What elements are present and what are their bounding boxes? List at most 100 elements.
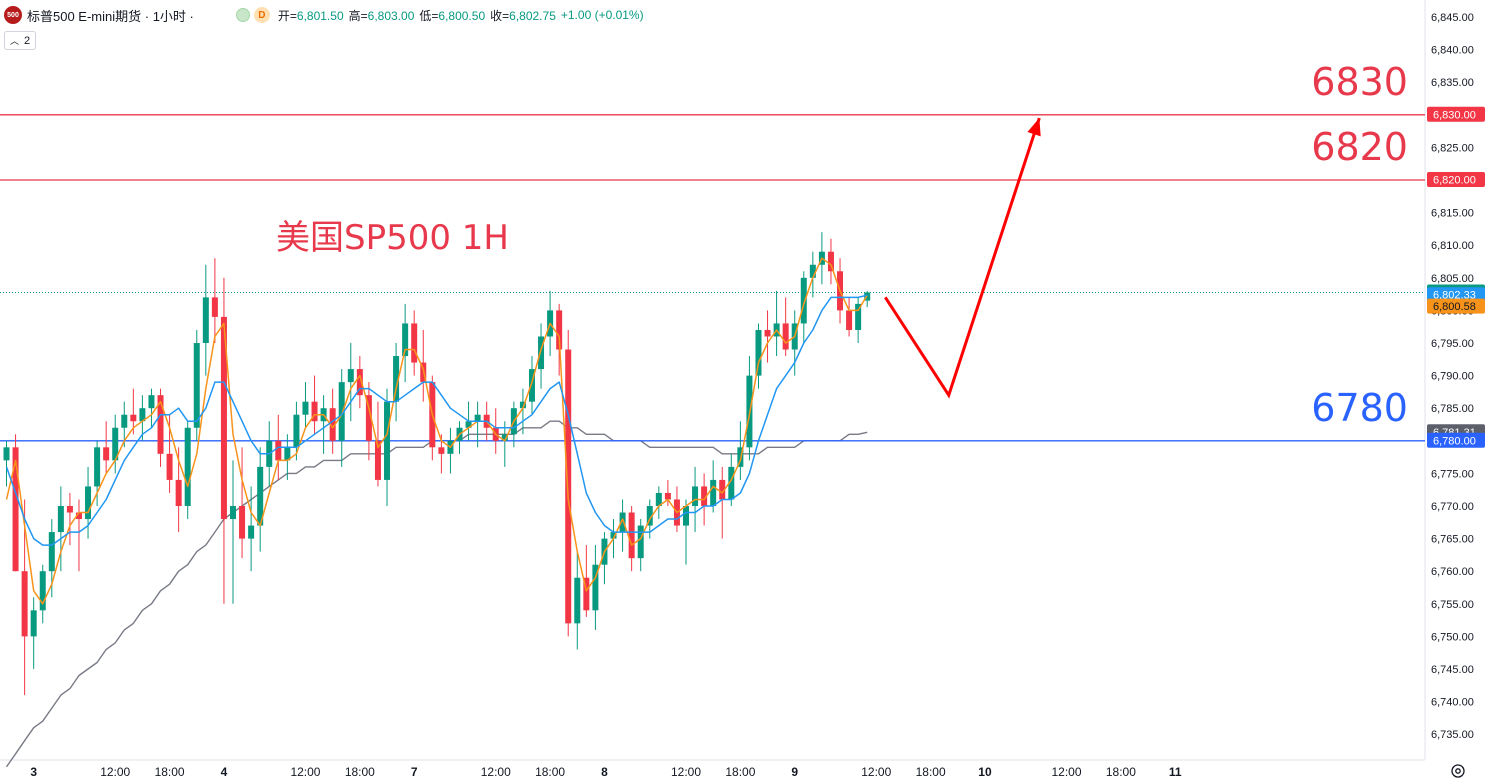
price-tick: 6,835.00 [1431, 77, 1474, 89]
candle-63 [574, 551, 581, 650]
candle-59 [538, 323, 545, 389]
candle-body [619, 512, 626, 533]
candle-94 [855, 297, 862, 343]
candle-body [637, 525, 644, 559]
ohlc-high-value: 6,803.00 [367, 8, 415, 23]
chart-annotation: 美国SP500 1H [276, 218, 509, 258]
candle-44 [402, 303, 409, 383]
symbol-title[interactable]: 标普500 E-mini期货 · 1小时 · [27, 8, 194, 24]
candle-body [556, 310, 563, 350]
time-axis[interactable]: 3 12:00 18:00 4 12:00 18:00 7 12:00 18:00 8 12:00 1… [30, 765, 1182, 779]
candle-body [710, 479, 717, 506]
candle-body [384, 401, 391, 480]
candle-body [85, 486, 92, 520]
price-tick: 6,840.00 [1431, 45, 1474, 57]
candle-22 [202, 264, 209, 376]
candle-9 [85, 466, 92, 539]
candle-body [728, 466, 735, 500]
candle-body [592, 564, 599, 611]
candle-body [809, 264, 816, 278]
price-label: 6,830.00 [1427, 106, 1485, 122]
price-label: 6,820.00 [1427, 172, 1485, 187]
price-label: 6,780.00 [1427, 432, 1485, 448]
candle-body [538, 336, 545, 370]
price-tick: 6,765.00 [1431, 534, 1474, 546]
candle-body [411, 323, 418, 363]
indicators-toggle-button[interactable]: ︿ 2 [4, 31, 37, 50]
candle-6 [57, 486, 64, 572]
time-tick: 18:00 [535, 765, 565, 779]
price-tick: 6,810.00 [1431, 240, 1474, 252]
candle-89 [809, 251, 816, 298]
candle-body [139, 408, 146, 422]
candle-body [112, 427, 119, 461]
candle-body [438, 447, 445, 454]
ma-line-1 [5, 257, 868, 605]
time-tick: 8 [601, 765, 608, 779]
candle-70 [637, 519, 644, 572]
candle-body [94, 447, 101, 487]
price-tick: 6,825.00 [1431, 142, 1474, 154]
candle-82 [746, 356, 753, 461]
candle-body [239, 506, 246, 539]
candle-body [157, 395, 164, 454]
candle-79 [719, 466, 726, 539]
price-change: +1.00 (+0.01%) [560, 8, 644, 22]
candle-65 [592, 545, 599, 630]
price-tick: 6,845.00 [1431, 12, 1474, 24]
candle-body [103, 447, 110, 461]
candle-15 [139, 395, 146, 441]
horizontal-lines-layer [0, 114, 1425, 442]
candle-body [655, 492, 662, 506]
candle-43 [393, 343, 400, 422]
candle-38 [347, 343, 354, 422]
candle-body [474, 414, 481, 422]
time-tick: 18:00 [345, 765, 375, 779]
ohlc-close: 收=6,802.75 [490, 8, 556, 23]
candle-42 [384, 388, 391, 506]
candle-34 [311, 375, 318, 435]
settings-icon[interactable] [1451, 764, 1465, 778]
candle-57 [519, 388, 526, 435]
candle-39 [356, 356, 363, 409]
symbol-logo[interactable]: 500 [4, 6, 22, 24]
candle-72 [655, 486, 662, 520]
candle-8 [75, 499, 82, 572]
candle-55 [501, 421, 508, 467]
price-tick: 6,775.00 [1431, 468, 1474, 480]
candle-body [855, 303, 862, 330]
price-tick: 6,785.00 [1431, 403, 1474, 415]
candle-31 [284, 434, 291, 480]
price-label-bg [1427, 432, 1485, 448]
candle-body [302, 401, 309, 415]
candle-body [628, 512, 635, 559]
price-tick: 6,755.00 [1431, 599, 1474, 611]
candle-88 [800, 271, 807, 343]
price-tick: 6,815.00 [1431, 208, 1474, 220]
candle-body [356, 369, 363, 396]
candle-body [275, 440, 282, 461]
time-tick: 11 [1169, 765, 1182, 779]
candle-body [230, 506, 236, 520]
candle-20 [184, 421, 191, 520]
time-tick: 18:00 [725, 765, 755, 779]
ma-line-2 [5, 294, 868, 546]
candle-86 [782, 297, 789, 357]
candle-body [329, 408, 336, 441]
data-delay-badge[interactable]: D [253, 7, 270, 23]
candle-body [519, 401, 526, 409]
candle-21 [193, 329, 200, 441]
market-status-icon[interactable] [235, 8, 250, 22]
price-axis[interactable]: 6,845.00 6,840.00 6,835.00 6,830.00 6,825.00… [1427, 12, 1485, 741]
candle-body [338, 382, 345, 441]
ohlc-open: 开=6,801.50 [277, 8, 344, 23]
time-tick: 12:00 [861, 765, 891, 779]
candle-body [583, 577, 590, 611]
price-label-bg [1427, 106, 1485, 122]
candle-64 [583, 545, 590, 617]
candle-body [347, 369, 354, 383]
ohlc-open-label: 开 [277, 8, 290, 23]
candle-body [293, 414, 300, 448]
price-tick: 6,735.00 [1431, 729, 1474, 741]
